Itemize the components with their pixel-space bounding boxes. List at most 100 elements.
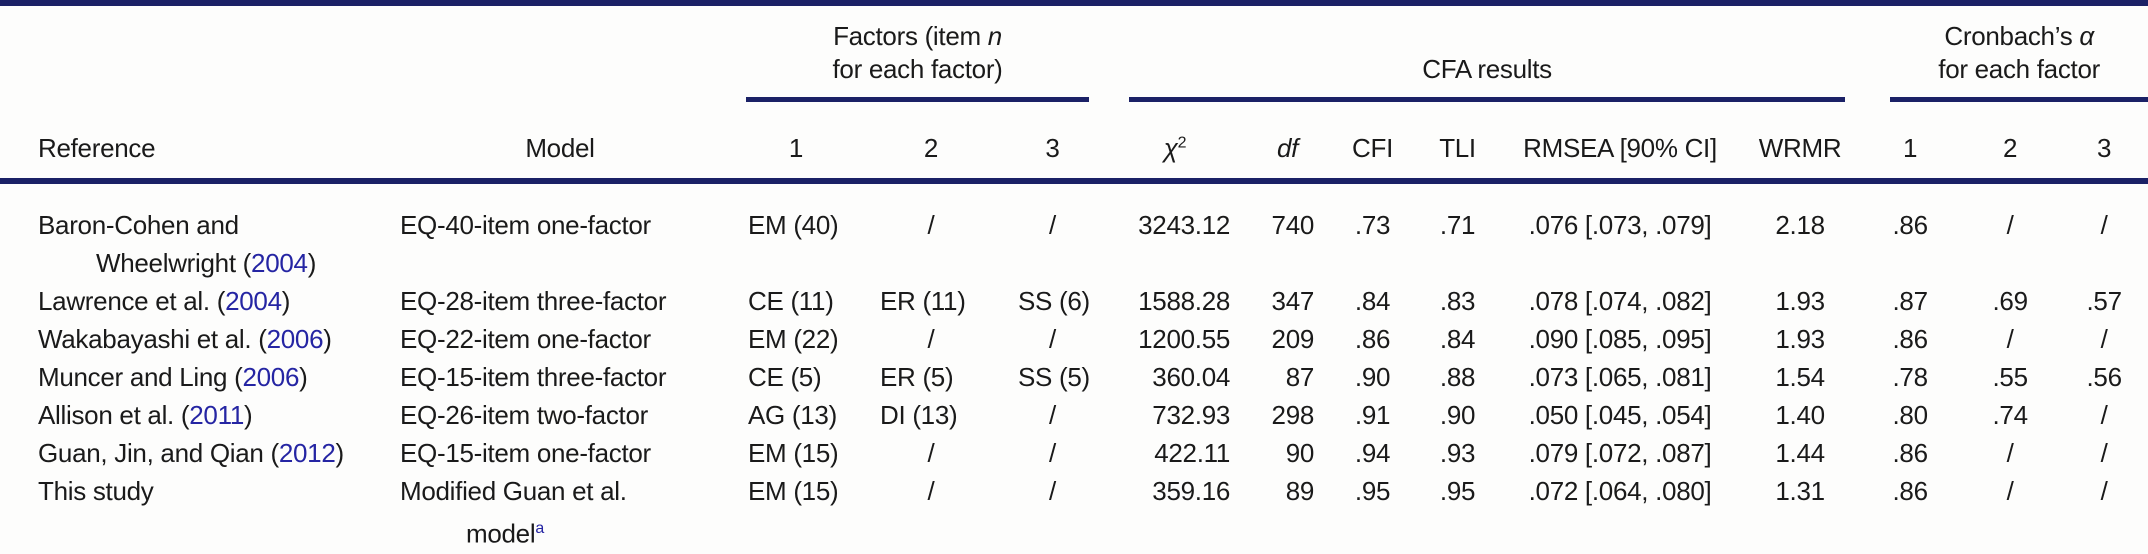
alpha1-cell: .78 — [1892, 362, 1928, 392]
tli-cell: .84 — [1439, 324, 1476, 354]
table-row: This study Modified Guan et al. modela E… — [0, 472, 2148, 554]
tli-cell: .83 — [1439, 286, 1476, 316]
factor2-cell: DI (13) — [880, 400, 958, 430]
df-cell: 740 — [1271, 210, 1315, 240]
reference-cell: Allison et al. (2011) — [0, 396, 390, 434]
reference-text: Allison et al. ( — [38, 400, 190, 430]
cronbach-group-header: Cronbach’s α for each factor — [1860, 3, 2148, 102]
reference-cell: Guan, Jin, and Qian (2012) — [0, 434, 390, 472]
tli-cell: .93 — [1439, 438, 1476, 468]
table-row: Wakabayashi et al. (2006) EQ-22-item one… — [0, 320, 2148, 358]
alpha3-cell: / — [2100, 400, 2108, 430]
wrmr-cell: 1.31 — [1740, 472, 1861, 554]
factors-title-line2: for each factor) — [832, 54, 1003, 84]
reference-text-close: ) — [299, 362, 308, 392]
df-cell: 89 — [1245, 472, 1331, 554]
reference-text-close: ) — [307, 248, 317, 278]
wrmr-cell: 1.40 — [1775, 400, 1825, 430]
table-header: Reference Model Factors (item n for each … — [0, 3, 2148, 184]
model-cell: EQ-26-item two-factor — [390, 396, 730, 434]
factors-group-title: Factors (item n for each factor) — [746, 20, 1090, 102]
df-cell: 347 — [1271, 286, 1315, 316]
citation-year-link[interactable]: 2004 — [251, 248, 308, 278]
reference-line1: Muncer and Ling (2006) — [38, 358, 390, 396]
model-cell: EQ-40-item one-factor — [390, 181, 730, 282]
factor3-cell: / — [1049, 210, 1056, 240]
alpha2-cell: / — [2006, 438, 2014, 468]
reference-cell: Muncer and Ling (2006) — [0, 358, 390, 396]
df-label: df — [1276, 133, 1299, 163]
group-header-row: Reference Model Factors (item n for each … — [0, 3, 2148, 184]
cronbach-title-text: Cronbach’s — [1944, 21, 2080, 51]
factor2-cell: ER (5) — [880, 362, 954, 392]
reference-text-close: ) — [335, 438, 344, 468]
citation-year-link[interactable]: 2004 — [225, 286, 282, 316]
df-cell: 87 — [1285, 362, 1315, 392]
model-line1: EQ-15-item one-factor — [400, 438, 651, 468]
tli-cell: .95 — [1415, 472, 1501, 554]
wrmr-cell: 1.54 — [1775, 362, 1825, 392]
factor1-cell: EM (22) — [748, 324, 839, 354]
alpha3-cell: .57 — [2086, 286, 2123, 316]
wrmr-cell: 1.93 — [1775, 324, 1825, 354]
reference-cell: This study — [0, 472, 390, 554]
df-cell: 90 — [1285, 438, 1315, 468]
factors-title-n-italic: n — [987, 21, 1002, 51]
model-line1: EQ-22-item one-factor — [400, 324, 651, 354]
model-cell: EQ-22-item one-factor — [390, 320, 730, 358]
wrmr-col-header: WRMR — [1740, 102, 1861, 184]
cronbach2-col-header: 2 — [1960, 102, 2061, 184]
citation-year-link[interactable]: 2012 — [278, 438, 336, 468]
model-cell: EQ-15-item three-factor — [390, 358, 730, 396]
rmsea-cell: .072 [.064, .080] — [1500, 472, 1741, 554]
rmsea-cell: .079 [.072, .087] — [1528, 438, 1712, 468]
footnote-a-marker: a — [535, 520, 544, 537]
citation-year-link[interactable]: 2006 — [242, 362, 300, 392]
factor3-cell: / — [1049, 400, 1056, 430]
reference-cell: Baron-Cohen and Wheelwright (2004) — [0, 181, 390, 282]
chi-square-cell: 359.16 — [1105, 472, 1246, 554]
reference-column-header: Reference — [0, 3, 390, 184]
alpha1-cell: .86 — [1860, 472, 1961, 554]
factor1-cell: EM (40) — [748, 210, 839, 240]
reference-line1: Lawrence et al. (2004) — [38, 282, 390, 320]
alpha3-cell: / — [2100, 324, 2108, 354]
alpha3-cell: .56 — [2086, 362, 2123, 392]
tli-cell: .88 — [1439, 362, 1476, 392]
reference-text: This study — [38, 476, 154, 506]
reference-text: Guan, Jin, and Qian ( — [38, 438, 279, 468]
model-line1: EQ-28-item three-factor — [400, 286, 667, 316]
tli-col-header: TLI — [1415, 102, 1501, 184]
cfi-cell: .84 — [1354, 286, 1391, 316]
table-row: Baron-Cohen and Wheelwright (2004) EQ-40… — [0, 181, 2148, 282]
alpha1-cell: .86 — [1892, 324, 1928, 354]
rmsea-cell: .090 [.085, .095] — [1528, 324, 1712, 354]
factor2-cell: ER (11) — [880, 286, 966, 316]
alpha1-cell: .86 — [1892, 438, 1928, 468]
reference-line1: Allison et al. (2011) — [38, 396, 390, 434]
df-cell: 209 — [1271, 324, 1315, 354]
factor1-cell: EM (15) — [748, 438, 839, 468]
model-cell: EQ-15-item one-factor — [390, 434, 730, 472]
table-row: Allison et al. (2011) EQ-26-item two-fac… — [0, 396, 2148, 434]
citation-year-link[interactable]: 2011 — [189, 400, 244, 430]
model-line1: EQ-15-item three-factor — [400, 362, 667, 392]
factor3-cell: / — [1049, 324, 1056, 354]
rmsea-cell: .078 [.074, .082] — [1528, 286, 1712, 316]
factors-title-text: Factors (item — [833, 21, 988, 51]
tli-cell: .71 — [1439, 210, 1476, 240]
factor3-cell: / — [1049, 438, 1056, 468]
cronbach1-col-header: 1 — [1860, 102, 1961, 184]
reference-cell: Lawrence et al. (2004) — [0, 282, 390, 320]
wrmr-cell: 2.18 — [1775, 210, 1825, 240]
citation-year-link[interactable]: 2006 — [266, 324, 324, 354]
alpha1-cell: .86 — [1892, 210, 1928, 240]
cfa-group-header: CFA results — [1105, 3, 1860, 102]
alpha1-cell: .80 — [1892, 400, 1928, 430]
factor3-cell: / — [1000, 472, 1106, 554]
model-line1: EQ-26-item two-factor — [400, 400, 648, 430]
cfa-group-title: CFA results — [1129, 53, 1846, 102]
factor2-cell: / — [862, 472, 1000, 554]
